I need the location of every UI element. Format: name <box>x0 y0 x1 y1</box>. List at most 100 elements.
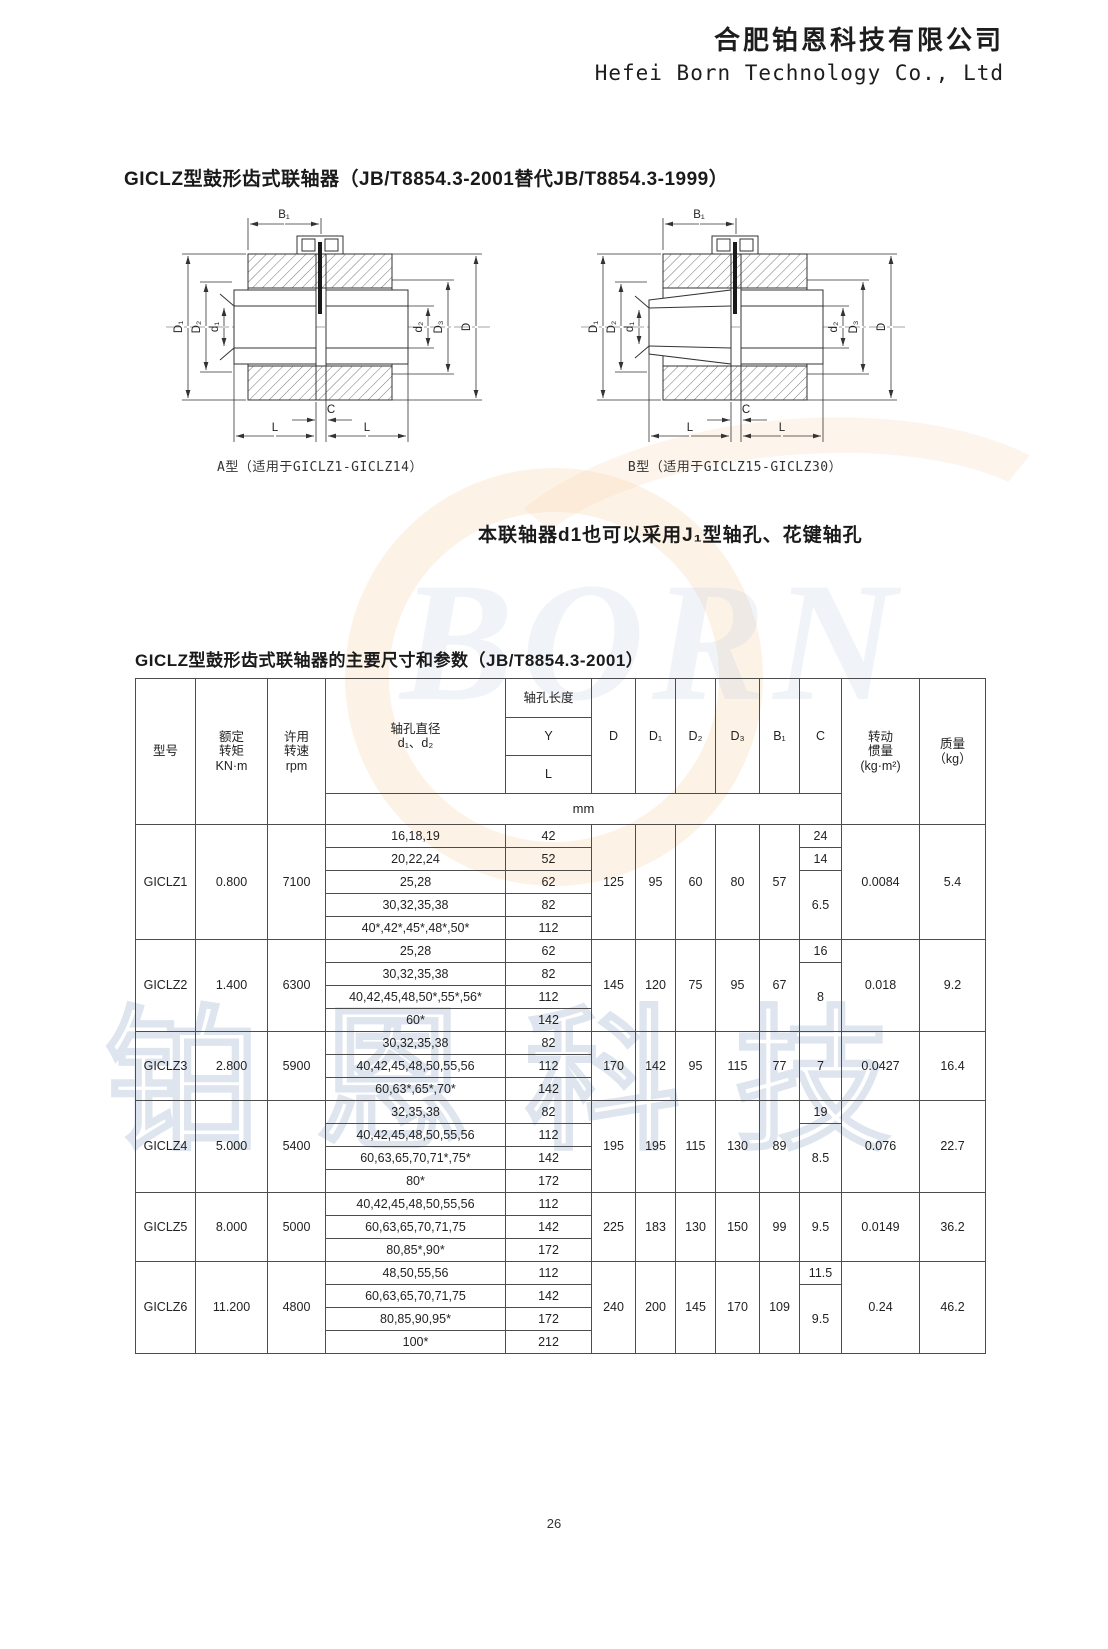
table-row: GICLZ1 0.800 7100 16,18,19 42 125 95 60 80 57 24 0.… <box>135 824 986 940</box>
cell-D3: 95 <box>715 939 760 1032</box>
spec-table-head: 型号 额定 转矩 KN·m 许用 转速 rpm 轴孔直径 d₁、d₂ 轴孔长度 … <box>135 678 986 825</box>
cell-bores: 40,42,45,48,50*,55*,56* <box>325 985 506 1009</box>
cell-C: 16 <box>799 939 842 963</box>
dim-label-d1cap: D₁ <box>588 321 600 333</box>
col-header-D2: D₂ <box>675 678 716 794</box>
cell-speed: 5000 <box>267 1192 326 1262</box>
cell-D: 170 <box>591 1031 636 1101</box>
cell-bores: 16,18,19 <box>325 824 506 848</box>
cell-bores: 40,42,45,48,50,55,56 <box>325 1123 506 1147</box>
cell-mass: 9.2 <box>919 939 986 1032</box>
cell-torque: 1.400 <box>195 939 268 1032</box>
dimension-labels: B₁ D₁ D₂ d₁ d₂ D₃ D C L L <box>588 209 888 434</box>
cell-C: 7 <box>799 1031 842 1101</box>
cell-length: 142 <box>505 1008 592 1032</box>
dim-label-d1: d₁ <box>209 322 221 332</box>
dim-label-d3cap: D₃ <box>433 320 445 333</box>
dimension-lines <box>597 218 897 442</box>
cell-D: 195 <box>591 1100 636 1193</box>
page-number: 26 <box>546 1516 562 1531</box>
cell-speed: 5400 <box>267 1100 326 1193</box>
cell-inertia: 0.076 <box>841 1100 920 1193</box>
cell-bores: 60,63*,65*,70* <box>325 1077 506 1101</box>
cell-bores: 100* <box>325 1330 506 1354</box>
cell-bores: 80* <box>325 1169 506 1193</box>
cell-mass: 22.7 <box>919 1100 986 1193</box>
drawing-type-a: B₁ D₁ D₂ d₁ d₂ D₃ D C L L <box>166 209 490 442</box>
cell-speed: 6300 <box>267 939 326 1032</box>
dim-label-d2cap: D₂ <box>606 321 618 334</box>
cell-B1: 89 <box>759 1100 800 1193</box>
cell-D3: 170 <box>715 1261 760 1354</box>
dim-label-d1: d₁ <box>624 322 636 332</box>
table-title: GICLZ型鼓形齿式联轴器的主要尺寸和参数（JB/T8854.3-2001） <box>135 651 644 670</box>
col-header-bore-diameter: 轴孔直径 d₁、d₂ <box>325 678 506 794</box>
cell-D2: 95 <box>675 1031 716 1101</box>
page-title: GICLZ型鼓形齿式联轴器（JB/T8854.3-2001替代JB/T8854.… <box>124 169 729 190</box>
cell-B1: 99 <box>759 1192 800 1262</box>
cell-D3: 115 <box>715 1031 760 1101</box>
col-header-speed: 许用 转速 rpm <box>267 678 326 825</box>
cell-D1: 120 <box>635 939 676 1032</box>
dim-label-c: C <box>742 404 750 416</box>
cell-speed: 4800 <box>267 1261 326 1354</box>
cell-inertia: 0.24 <box>841 1261 920 1354</box>
header-row: mm <box>136 793 986 825</box>
cell-bores: 40,42,45,48,50,55,56 <box>325 1054 506 1078</box>
cell-length: 142 <box>505 1284 592 1308</box>
dim-label-l-right: L <box>364 422 371 434</box>
company-name-cn: 合肥铂恩科技有限公司 <box>713 25 1004 55</box>
cell-bores: 25,28 <box>325 939 506 963</box>
spec-table-body: GICLZ1 0.800 7100 16,18,19 42 125 95 60 80 57 24 0.… <box>135 824 986 1354</box>
dimension-lines <box>182 218 482 442</box>
col-header-B1: B₁ <box>759 678 800 794</box>
cell-model: GICLZ4 <box>135 1100 196 1193</box>
cell-length: 142 <box>505 1077 592 1101</box>
col-header-C: C <box>799 678 842 794</box>
cell-inertia: 0.018 <box>841 939 920 1032</box>
drawing-type-b: B₁ D₁ D₂ d₁ d₂ D₃ D C L L <box>581 209 905 442</box>
coupling-body <box>166 235 490 401</box>
cell-length: 172 <box>505 1169 592 1193</box>
cell-inertia: 0.0149 <box>841 1192 920 1262</box>
cell-D2: 75 <box>675 939 716 1032</box>
col-header-inertia: 转动 惯量 (kg·m²) <box>841 678 920 825</box>
table-row: 60,63*,65*,70* 142 <box>136 1077 986 1101</box>
dim-label-l-left: L <box>272 422 279 434</box>
cell-length: 142 <box>505 1146 592 1170</box>
dim-label-c: C <box>327 404 335 416</box>
col-header-D: D <box>591 678 636 794</box>
col-header-y: Y <box>505 717 592 756</box>
dim-label-d2cap: D₂ <box>191 321 203 334</box>
drawing-b-caption: B型（适用于GICLZ15-GICLZ30） <box>627 460 843 475</box>
company-header: 合肥铂恩科技有限公司 Hefei Born Technology Co., Lt… <box>595 20 1004 85</box>
table-row: 40,42,45,48,50,55,56 112 8.5 <box>136 1123 986 1193</box>
table-row: 40,42,45,48,50*,55*,56* 112 <box>136 985 986 1009</box>
cell-B1: 67 <box>759 939 800 1032</box>
cell-C: 19 <box>799 1100 842 1124</box>
cell-D3: 130 <box>715 1100 760 1193</box>
cell-C: 8.5 <box>799 1123 842 1193</box>
cell-model: GICLZ1 <box>135 824 196 940</box>
cell-torque: 5.000 <box>195 1100 268 1193</box>
cell-D2: 145 <box>675 1261 716 1354</box>
coupling-body <box>581 235 905 401</box>
spec-table: 型号 额定 转矩 KN·m 许用 转速 rpm 轴孔直径 d₁、d₂ 轴孔长度 … <box>135 678 986 1354</box>
cell-bores: 60,63,65,70,71*,75* <box>325 1146 506 1170</box>
cell-C: 24 <box>799 824 842 848</box>
col-header-model: 型号 <box>135 678 196 825</box>
table-row: GICLZ5 8.000 5000 40,42,45,48,50,55,56 112 22… <box>135 1192 986 1262</box>
cell-torque: 2.800 <box>195 1031 268 1101</box>
table-row: 100* 212 <box>136 1330 986 1354</box>
cell-C: 9.5 <box>799 1192 842 1262</box>
cell-inertia: 0.0084 <box>841 824 920 940</box>
dim-label-l-left: L <box>687 422 694 434</box>
cell-bores: 25,28 <box>325 870 506 894</box>
cell-length: 112 <box>505 1261 592 1285</box>
cell-D1: 200 <box>635 1261 676 1354</box>
cell-B1: 57 <box>759 824 800 940</box>
dim-label-dcap: D <box>461 323 473 331</box>
cell-bores: 32,35,38 <box>325 1100 506 1124</box>
cell-mass: 36.2 <box>919 1192 986 1262</box>
